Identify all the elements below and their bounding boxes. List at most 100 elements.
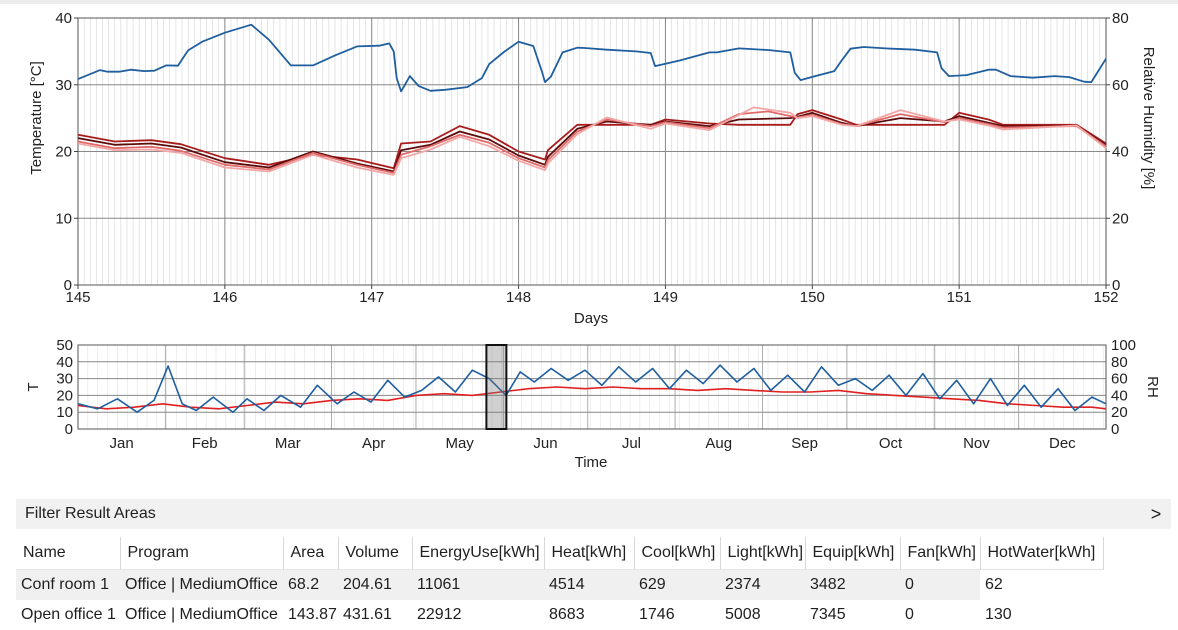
y2-tick-label: 40: [1112, 144, 1129, 161]
y2-tick-label: 0: [1112, 277, 1120, 294]
month-label: Aug: [705, 435, 732, 452]
y-tick-label: 40: [56, 354, 73, 371]
window-top-strip: [0, 0, 1178, 4]
series-line-temperature-min: [77, 106, 1107, 176]
overview-chart[interactable]: Jan Feb Mar Apr May Jun Jul Aug Sep Oct Nov Dec0102…: [0, 335, 1178, 470]
y2-tick-label: 20: [1111, 404, 1128, 421]
overview-plot-frame: [77, 344, 1107, 430]
overview-series-t: [77, 386, 1107, 410]
x-tick-label: 147: [359, 289, 384, 306]
y2-axis-label: Relative Humidity [%]: [1140, 47, 1157, 190]
column-header[interactable]: Light[kWh]: [720, 537, 806, 570]
y-tick-label: 40: [55, 10, 72, 27]
filter-result-areas-bar[interactable]: Filter Result Areas >: [16, 499, 1171, 529]
column-header[interactable]: Fan[kWh]: [900, 537, 981, 570]
table-cell: Conf room 1: [16, 569, 120, 600]
x-tick-label: 148: [506, 289, 531, 306]
y2-tick-label: 40: [1111, 387, 1128, 404]
y2-tick-label: 100: [1111, 337, 1136, 354]
selection-window: [485, 344, 508, 430]
table-cell: 629: [634, 569, 720, 600]
overview-y2-axis-label: RH: [1144, 376, 1161, 398]
y2-tick-label: 20: [1112, 210, 1129, 227]
y-tick-label: 20: [55, 144, 72, 161]
expand-chevron-icon[interactable]: >: [1150, 503, 1162, 524]
x-axis-label: Days: [574, 310, 608, 327]
table-cell: Open office 1: [21, 606, 116, 623]
month-label: Apr: [362, 435, 385, 452]
month-label: Sep: [791, 435, 818, 452]
detail-grid: [77, 17, 1107, 286]
y-tick-label: 50: [56, 337, 73, 354]
x-tick-label: 150: [800, 289, 825, 306]
y-tick-label: 0: [64, 277, 72, 294]
table-row[interactable]: Conf room 1 Office | MediumOffice 68.2 204.…: [16, 569, 1103, 600]
column-header[interactable]: Program: [120, 537, 284, 570]
table-cell: 7345: [810, 606, 846, 623]
month-label: Nov: [963, 435, 990, 452]
y-tick-label: 30: [55, 77, 72, 94]
month-label: Jun: [533, 435, 557, 452]
detail-chart: 145 146 147 148 149 150 151 1520102030400204060…: [28, 10, 1157, 327]
table-cell: 0: [900, 569, 980, 600]
detail-series-group: [77, 23, 1107, 176]
month-label: Dec: [1049, 435, 1076, 452]
column-header[interactable]: Name: [16, 537, 121, 570]
y-axis-label: Temperature [°C]: [28, 61, 45, 175]
table-cell: 22912: [417, 606, 462, 623]
table-cell: 0: [905, 606, 914, 623]
table-cell: 431.61: [343, 606, 392, 623]
table-cell: 2374: [720, 569, 805, 600]
x-tick-label: 145: [65, 289, 90, 306]
table-cell: 5008: [725, 606, 761, 623]
y2-tick-label: 60: [1111, 371, 1128, 388]
detail-tick-labels: 145 146 147 148 149 150 151 1520102030400204060…: [55, 10, 1128, 306]
table-row[interactable]: Open office 1 Office | MediumOffice 143.87…: [16, 600, 1103, 630]
table-cell: 204.61: [338, 569, 412, 600]
overview-x-axis-label: Time: [575, 454, 608, 470]
overview-grid: [77, 344, 1106, 430]
column-header[interactable]: Equip[kWh]: [805, 537, 901, 570]
column-header[interactable]: HotWater[kWh]: [980, 537, 1104, 570]
x-tick-label: 146: [212, 289, 237, 306]
month-label: Jan: [110, 435, 134, 452]
month-label: May: [445, 435, 474, 452]
y2-tick-label: 80: [1111, 354, 1128, 371]
filter-result-areas-label: Filter Result Areas: [25, 505, 156, 522]
series-line-temperature-mid: [77, 110, 1107, 174]
month-label: Oct: [879, 435, 903, 452]
table-cell: 3482: [805, 569, 900, 600]
y2-tick-label: 80: [1112, 10, 1129, 27]
month-label: Mar: [275, 435, 301, 452]
overview-tick-labels: Jan Feb Mar Apr May Jun Jul Aug Sep Oct Nov Dec0102…: [56, 337, 1136, 452]
y2-tick-label: 60: [1112, 77, 1129, 94]
month-label: Feb: [192, 435, 218, 452]
y2-tick-label: 0: [1111, 421, 1119, 438]
x-tick-label: 151: [947, 289, 972, 306]
overview-selection-group[interactable]: [485, 344, 508, 430]
column-header[interactable]: Heat[kWh]: [544, 537, 635, 570]
table-cell: Office | MediumOffice: [120, 569, 283, 600]
table-cell: 143.87: [288, 606, 337, 623]
series-line-relative-humidity: [77, 23, 1107, 93]
overview-series-group: [77, 364, 1107, 413]
x-tick-label: 152: [1093, 289, 1118, 306]
table-cell: 68.2: [283, 569, 338, 600]
y-tick-label: 10: [56, 404, 73, 421]
table-header-row: Name Program Area Volume EnergyUse[kWh] Heat[…: [16, 537, 1104, 570]
column-header[interactable]: Volume: [338, 537, 413, 570]
x-tick-label: 149: [653, 289, 678, 306]
column-header[interactable]: Area: [283, 537, 339, 570]
column-header[interactable]: Cool[kWh]: [634, 537, 721, 570]
overview-y-axis-label: T: [25, 382, 42, 391]
column-header[interactable]: EnergyUse[kWh]: [412, 537, 545, 570]
month-label: Jul: [622, 435, 641, 452]
result-areas-table: Name Program Area Volume EnergyUse[kWh] Heat[…: [16, 537, 1104, 630]
table-cell: 62: [980, 569, 1103, 600]
y-tick-label: 30: [56, 371, 73, 388]
y-tick-label: 0: [65, 421, 73, 438]
table-cell: 130: [985, 606, 1012, 623]
y-tick-label: 20: [56, 387, 73, 404]
table-cell: 11061: [412, 569, 544, 600]
table-cell: Office | MediumOffice: [125, 606, 278, 623]
